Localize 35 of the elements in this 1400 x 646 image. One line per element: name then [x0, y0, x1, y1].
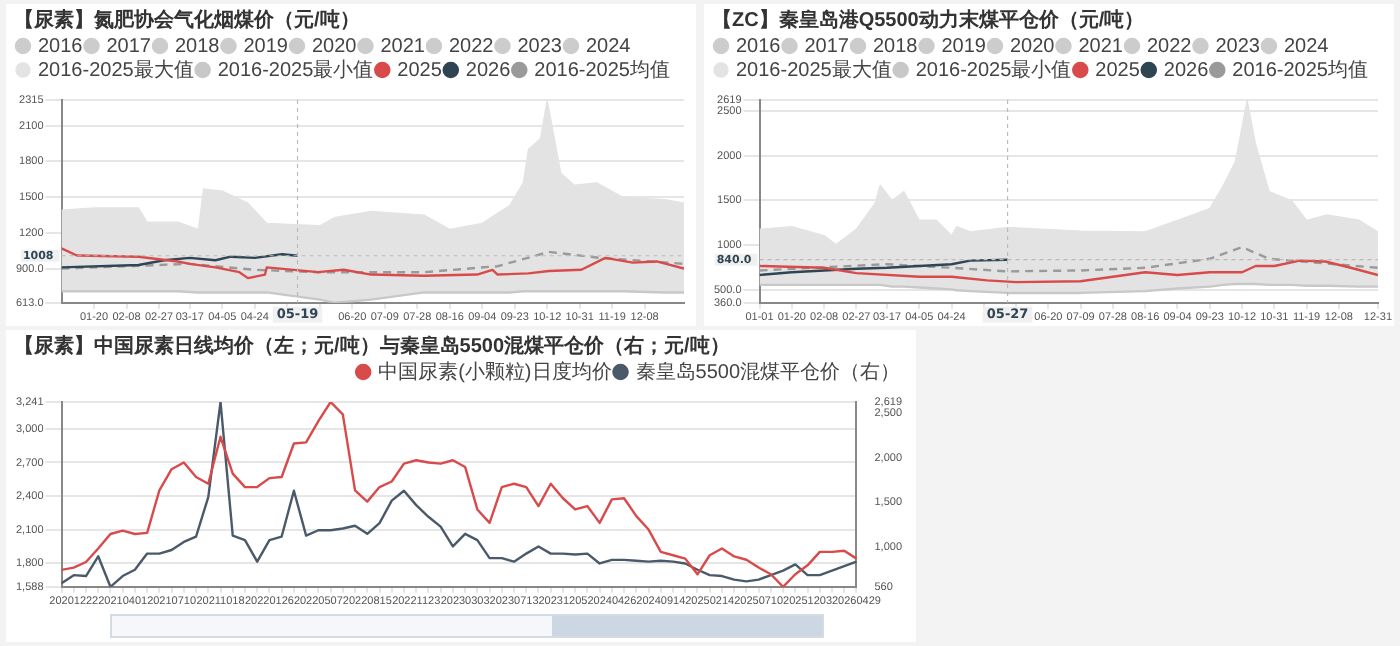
legend-label: 2016-2025最大值 — [736, 57, 892, 82]
legend-label: 2016-2025最小值 — [915, 57, 1072, 82]
legend-label: 2016 — [736, 35, 782, 58]
chart-title: 【尿素】中国尿素日线均价（左；元/吨）与秦皇岛5500混煤平仓价（右；元/吨） — [14, 333, 730, 358]
legend-label: 2016-2025最小值 — [217, 57, 374, 82]
legend-label: 2017 — [804, 35, 850, 58]
legend-label: 2020 — [311, 35, 358, 58]
legend-label: 2019 — [243, 35, 289, 58]
legend-label: 2017 — [106, 35, 152, 58]
legend-label: 2024 — [1283, 35, 1330, 58]
chart-title: 【ZC】秦皇岛港Q5500动力末煤平仓价（元/吨） — [712, 7, 1145, 32]
legend-label: 2018 — [174, 35, 221, 58]
legend-label: 2016-2025均值 — [534, 57, 670, 82]
legend-label: 2016 — [38, 35, 84, 58]
legend-label: 2022 — [1146, 35, 1193, 58]
legend-label: 2022 — [448, 35, 495, 58]
legend-label: 2023 — [1215, 35, 1261, 58]
legend-label: 2016-2025均值 — [1232, 57, 1368, 82]
legend-label: 2021 — [1078, 35, 1124, 58]
line-series — [759, 245, 1378, 273]
line-series — [61, 250, 684, 274]
legend-label: 2019 — [941, 35, 987, 58]
legend-label: 2025 — [397, 59, 443, 82]
legend-label: 秦皇岛5500混煤平仓价（右） — [635, 359, 901, 384]
legend-label: 2023 — [517, 35, 563, 58]
legend-label: 2018 — [872, 35, 919, 58]
legend-label: 2026 — [1163, 59, 1210, 82]
legend-label: 2016-2025最大值 — [38, 57, 194, 82]
legend-label: 2021 — [380, 35, 426, 58]
legend-label: 中国尿素(小颗粒)日度均价 — [378, 359, 612, 384]
legend-label: 2025 — [1095, 59, 1141, 82]
legend-label: 2020 — [1009, 35, 1056, 58]
chart-title: 【尿素】氮肥协会气化烟煤价（元/吨） — [14, 7, 360, 32]
legend-label: 2026 — [465, 59, 512, 82]
legend-label: 2024 — [585, 35, 632, 58]
